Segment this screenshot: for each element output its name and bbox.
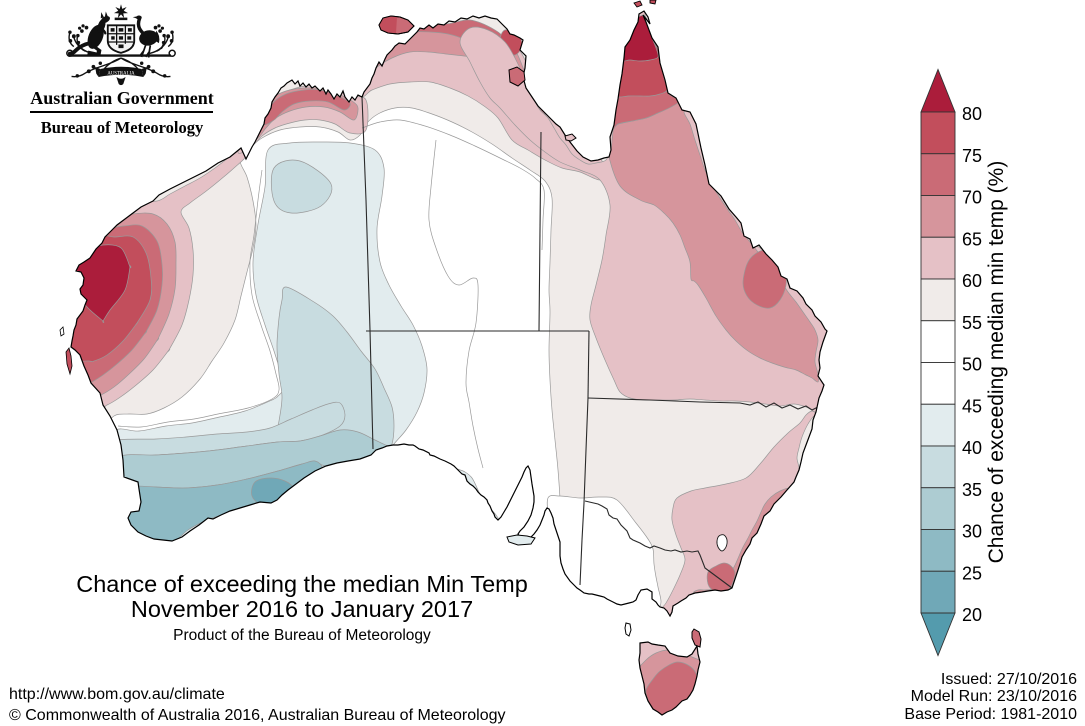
svg-text:70: 70 [962, 188, 982, 208]
svg-text:25: 25 [962, 563, 982, 583]
svg-text:75: 75 [962, 146, 982, 166]
svg-text:45: 45 [962, 396, 982, 416]
svg-text:20: 20 [962, 605, 982, 625]
svg-text:40: 40 [962, 438, 982, 458]
svg-text:65: 65 [962, 229, 982, 249]
svg-text:55: 55 [962, 313, 982, 333]
svg-text:80: 80 [962, 104, 982, 124]
svg-text:60: 60 [962, 271, 982, 291]
svg-text:35: 35 [962, 480, 982, 500]
svg-text:30: 30 [962, 522, 982, 542]
svg-text:Chance of exceeding median min: Chance of exceeding median min temp (%) [985, 161, 1008, 564]
svg-text:50: 50 [962, 355, 982, 375]
svg-text:AUSTRALIA: AUSTRALIA [107, 71, 135, 76]
